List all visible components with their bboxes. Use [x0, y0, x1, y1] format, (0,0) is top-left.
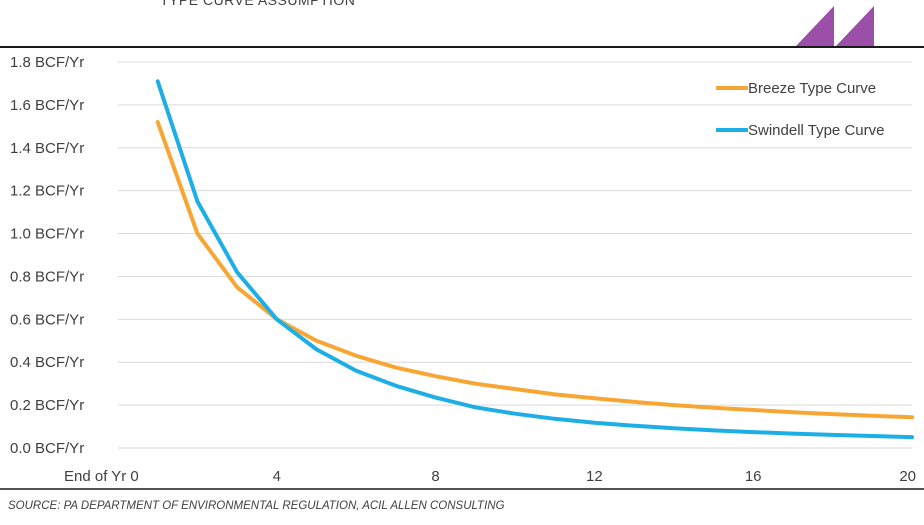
series-line-breeze [155, 120, 914, 420]
y-axis-tick-labels: 0.0 BCF/Yr 0.2 BCF/Yr 0.4 BCF/Yr 0.6 BCF/Yr… [10, 54, 84, 457]
x-tick-label: 8 [431, 468, 439, 485]
y-tick-label: 1.4 BCF/Yr [10, 140, 84, 157]
x-tick-label: 20 [899, 468, 916, 485]
y-tick-label: 0.8 BCF/Yr [10, 268, 84, 285]
x-axis-tick-labels: End of Yr 0 4 8 12 16 20 [64, 468, 916, 485]
y-tick-label: 1.6 BCF/Yr [10, 97, 84, 114]
logo-right-triangle [836, 6, 874, 46]
series-line-swindell [155, 79, 914, 440]
legend-label: Swindell Type Curve [748, 122, 884, 139]
data-series [155, 79, 914, 440]
y-tick-label: 1.8 BCF/Yr [10, 54, 84, 71]
y-tick-label: 0.2 BCF/Yr [10, 397, 84, 414]
type-curve-chart: 0.0 BCF/Yr 0.2 BCF/Yr 0.4 BCF/Yr 0.6 BCF/Yr… [0, 46, 924, 490]
y-tick-label: 0.6 BCF/Yr [10, 311, 84, 328]
x-tick-label: 16 [745, 468, 762, 485]
chart-heading: TYPE CURVE ASSUMPTION [160, 0, 356, 8]
x-tick-label: 12 [586, 468, 603, 485]
x-tick-label: 4 [273, 468, 281, 485]
y-tick-label: 0.4 BCF/Yr [10, 354, 84, 371]
y-tick-label: 0.0 BCF/Yr [10, 440, 84, 457]
legend-label: Breeze Type Curve [748, 80, 876, 97]
y-tick-label: 1.2 BCF/Yr [10, 183, 84, 200]
y-tick-label: 1.0 BCF/Yr [10, 226, 84, 243]
legend: Breeze Type Curve Swindell Type Curve [716, 80, 884, 139]
logo-left-triangle [796, 6, 834, 46]
x-tick-label: End of Yr 0 [64, 468, 139, 485]
gridlines [118, 61, 912, 449]
company-logo [796, 6, 874, 46]
source-note: SOURCE: PA DEPARTMENT OF ENVIRONMENTAL R… [8, 500, 505, 512]
